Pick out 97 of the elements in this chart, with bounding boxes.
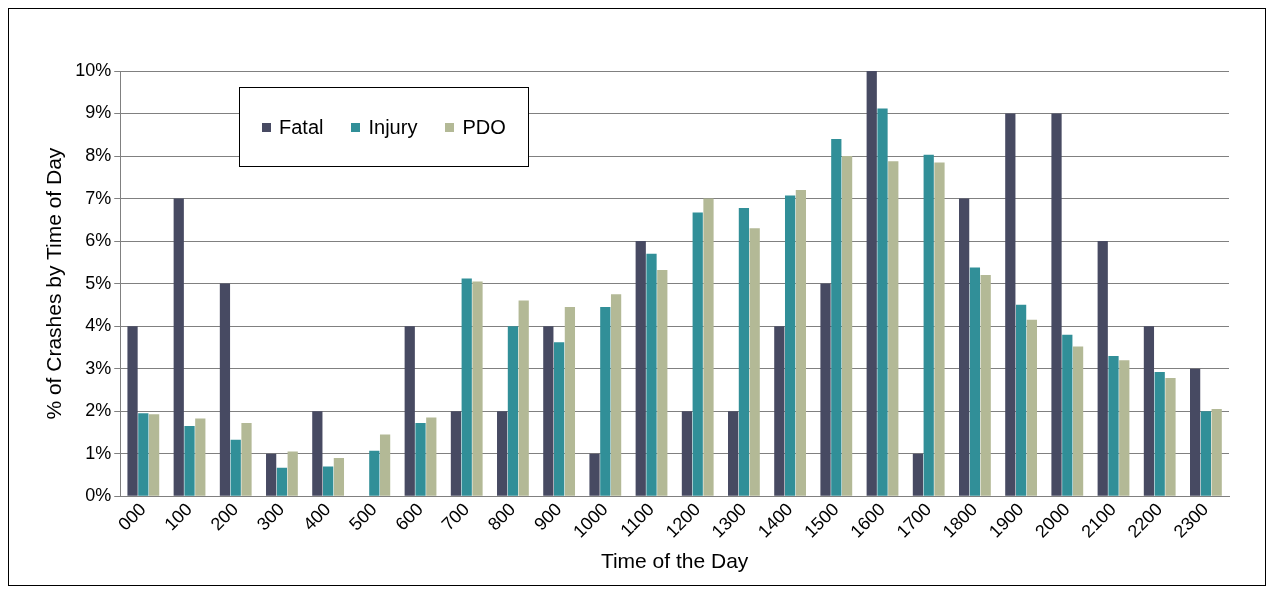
x-tick-label: 600 [391, 499, 427, 535]
bar [1051, 113, 1062, 496]
y-tick-label: 0% [85, 485, 112, 506]
x-tick-label: 800 [483, 499, 520, 535]
bar [1190, 368, 1201, 496]
bar [888, 161, 899, 496]
bar [738, 207, 750, 496]
y-tick-label: 10% [75, 59, 112, 80]
bar [646, 253, 657, 496]
bar [1015, 304, 1027, 496]
bar [774, 326, 785, 496]
bar [219, 283, 231, 496]
bar [1062, 334, 1073, 496]
bar [866, 71, 877, 496]
bar [415, 423, 426, 496]
bar [379, 434, 391, 496]
bar [564, 306, 576, 496]
bar [184, 426, 195, 496]
bar [980, 275, 991, 496]
x-tick-label: 500 [345, 499, 381, 535]
x-tick-label: 100 [160, 499, 196, 535]
bar [1143, 326, 1155, 496]
bar [1097, 241, 1108, 496]
bar [959, 198, 970, 496]
bar [127, 326, 138, 496]
bar [795, 190, 807, 496]
bar [472, 281, 483, 496]
bar [148, 414, 160, 496]
bar [543, 326, 554, 496]
x-tick-label: 400 [299, 499, 335, 535]
bar [241, 423, 252, 496]
bar [692, 212, 703, 496]
legend-label: Injury [368, 115, 418, 139]
bar [1108, 355, 1119, 496]
bar [333, 457, 345, 496]
bar [820, 283, 831, 496]
bar [312, 411, 323, 496]
bar [404, 326, 415, 496]
bar [969, 267, 981, 496]
bar [230, 439, 241, 496]
y-tick-label: 9% [85, 102, 112, 123]
bar [369, 450, 380, 496]
bar [703, 198, 714, 496]
bar [173, 198, 184, 496]
y-tick-label: 6% [85, 230, 112, 251]
y-tick-label: 7% [85, 187, 112, 208]
bar [497, 411, 508, 496]
bar [1165, 378, 1176, 496]
bar [728, 411, 739, 496]
bar [461, 278, 472, 496]
x-tick-label: 900 [530, 499, 566, 535]
bar [195, 418, 206, 496]
bar [600, 306, 611, 496]
bar [589, 453, 600, 496]
bar [518, 300, 529, 496]
y-axis-title: % of Crashes by Time of Day [42, 147, 66, 420]
bar [635, 241, 646, 496]
x-tick-label: 200 [206, 499, 243, 535]
x-tick-label: 700 [437, 499, 474, 535]
bar [1211, 409, 1222, 496]
bar [1200, 411, 1212, 496]
y-tick-label: 1% [85, 442, 112, 463]
bar [450, 411, 462, 496]
bar [912, 453, 924, 496]
bar [1072, 346, 1084, 496]
bar [1005, 113, 1016, 496]
bar [877, 108, 888, 496]
bar [1119, 360, 1130, 496]
bar [749, 228, 760, 496]
x-tick-label: 300 [252, 499, 289, 535]
y-tick-label: 8% [85, 145, 112, 166]
x-axis-title: Time of the Day [600, 549, 749, 573]
bar [657, 270, 668, 496]
bar [923, 154, 934, 496]
bar [831, 139, 842, 496]
bar [323, 466, 334, 496]
bar [1026, 319, 1038, 496]
bar [681, 411, 693, 496]
bar [138, 413, 149, 496]
bar [841, 156, 853, 496]
y-tick-label: 5% [85, 272, 112, 293]
bar [934, 162, 945, 496]
bar [266, 453, 277, 496]
y-tick-label: 3% [85, 357, 112, 378]
x-tick-label: 000 [114, 499, 150, 535]
bar [276, 467, 288, 496]
bar [1154, 372, 1165, 496]
bar [554, 342, 565, 496]
bar [426, 417, 437, 496]
bar [610, 294, 622, 496]
bar [784, 195, 796, 496]
legend-label: PDO [462, 115, 506, 139]
y-tick-label: 2% [85, 400, 112, 421]
y-tick-label: 4% [85, 315, 112, 336]
legend-label: Fatal [279, 115, 324, 139]
bar [287, 451, 298, 496]
bar [507, 326, 519, 496]
